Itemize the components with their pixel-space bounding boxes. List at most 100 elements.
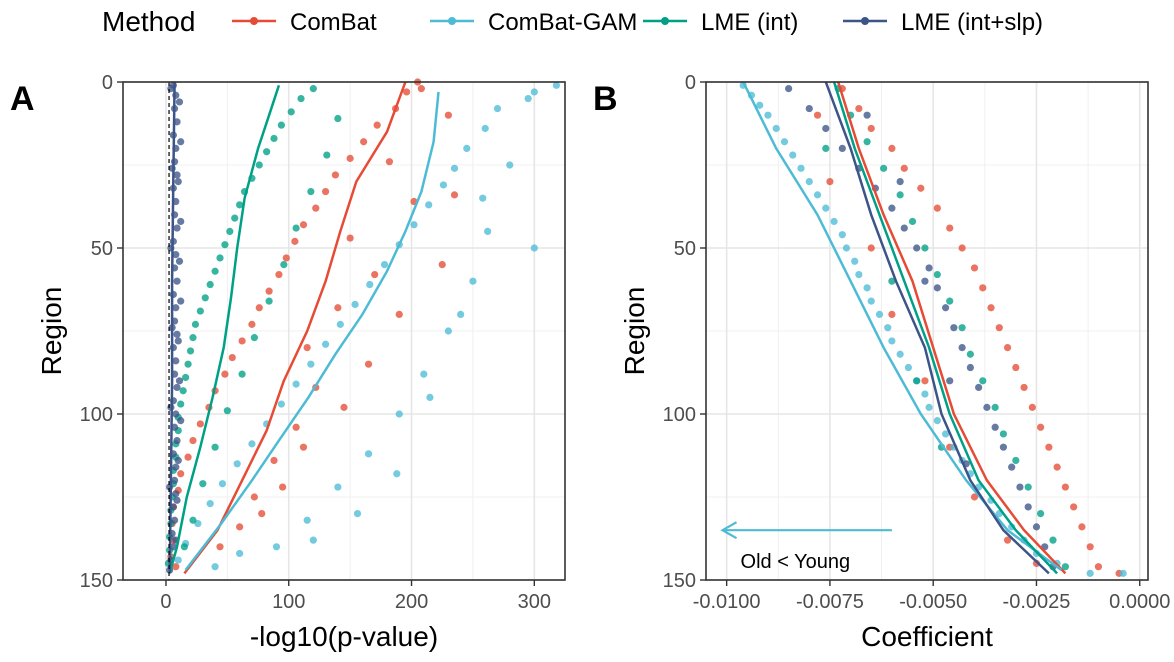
data-point — [275, 270, 283, 279]
data-point — [216, 254, 224, 262]
panel-b-trend-lines — [742, 81, 1067, 575]
data-point — [813, 191, 822, 199]
data-point — [1003, 344, 1012, 352]
trend-line — [837, 81, 1067, 575]
data-point — [177, 217, 185, 226]
data-point — [999, 443, 1008, 451]
data-point — [780, 138, 789, 146]
data-point — [1119, 569, 1127, 577]
data-point — [303, 344, 311, 352]
data-point — [444, 111, 452, 119]
data-point — [291, 237, 299, 245]
data-point — [172, 410, 180, 418]
data-point — [426, 393, 434, 401]
data-point — [524, 95, 532, 103]
data-point — [258, 509, 266, 518]
data-point — [177, 470, 185, 478]
panel-b-y-axis-title: Region — [619, 287, 650, 376]
data-point — [1086, 569, 1094, 577]
legend-key-point — [250, 17, 258, 25]
data-point — [196, 307, 204, 315]
data-point — [303, 516, 311, 524]
y-tick-label: 150 — [80, 570, 113, 592]
data-point — [941, 304, 950, 312]
data-point — [863, 284, 871, 292]
data-point — [189, 436, 197, 445]
data-point — [182, 373, 190, 382]
data-point — [983, 403, 991, 411]
data-point — [855, 270, 863, 279]
data-point — [484, 227, 492, 235]
data-point — [530, 88, 538, 96]
trend-line — [183, 81, 407, 575]
data-point — [403, 88, 411, 96]
data-point — [822, 144, 830, 152]
data-point — [1008, 463, 1016, 471]
data-point — [346, 154, 354, 162]
data-point — [173, 436, 181, 445]
data-point — [340, 403, 348, 411]
data-point — [1078, 523, 1086, 531]
data-point — [1003, 536, 1012, 544]
data-point — [530, 244, 538, 252]
data-point — [231, 214, 239, 222]
data-point — [265, 287, 273, 295]
data-point — [822, 204, 830, 212]
x-tick-label: -0.0025 — [1003, 591, 1071, 613]
trend-line — [168, 81, 176, 574]
data-point — [173, 496, 181, 504]
data-point — [450, 164, 459, 172]
data-point — [863, 111, 871, 119]
data-point — [469, 277, 477, 285]
data-point — [169, 543, 177, 551]
data-point — [896, 350, 904, 358]
data-point — [896, 178, 904, 186]
data-point — [173, 171, 181, 179]
data-point — [925, 403, 933, 411]
data-point — [908, 217, 917, 226]
legend: Method ComBat ComBat-GAM LME (int) LME (int… — [102, 6, 1043, 37]
x-tick-label: -0.0100 — [693, 591, 761, 613]
data-point — [255, 304, 263, 312]
data-point — [385, 158, 394, 166]
panel-a: A 0 100 200 300 0 50 100 150 -log10(p-value) Re… — [10, 72, 566, 652]
data-point — [1061, 483, 1069, 491]
x-tick-label: 300 — [518, 591, 551, 613]
data-point — [1094, 563, 1103, 571]
data-point — [211, 563, 219, 571]
x-tick-label: 0.0000 — [1109, 591, 1170, 613]
data-point — [180, 543, 188, 551]
data-point — [173, 277, 181, 285]
data-point — [875, 310, 884, 318]
panel-a-ticks: 0 100 200 300 0 50 100 150 — [80, 72, 551, 613]
trend-line — [832, 81, 1059, 575]
data-point — [236, 549, 244, 558]
data-point — [299, 221, 308, 229]
data-point — [321, 187, 330, 196]
data-point — [277, 400, 285, 408]
data-point — [307, 360, 315, 368]
data-point — [917, 184, 925, 192]
data-point — [334, 114, 342, 123]
data-point — [1024, 483, 1032, 491]
y-tick-label: 0 — [685, 72, 696, 94]
data-point — [174, 556, 182, 564]
data-point — [189, 516, 197, 524]
data-point — [175, 98, 184, 106]
data-point — [172, 357, 180, 365]
data-point — [867, 124, 875, 133]
data-point — [248, 320, 256, 328]
data-point — [1070, 503, 1078, 511]
data-point — [995, 324, 1003, 332]
data-point — [173, 330, 181, 338]
data-point — [371, 270, 379, 279]
data-point — [199, 480, 207, 488]
x-tick-label: 0 — [160, 591, 171, 613]
data-point — [1036, 509, 1045, 518]
data-point — [309, 536, 317, 544]
data-point — [292, 380, 300, 388]
data-point — [880, 164, 888, 172]
data-point — [1061, 563, 1069, 571]
data-point — [380, 261, 389, 269]
data-point — [201, 294, 209, 302]
